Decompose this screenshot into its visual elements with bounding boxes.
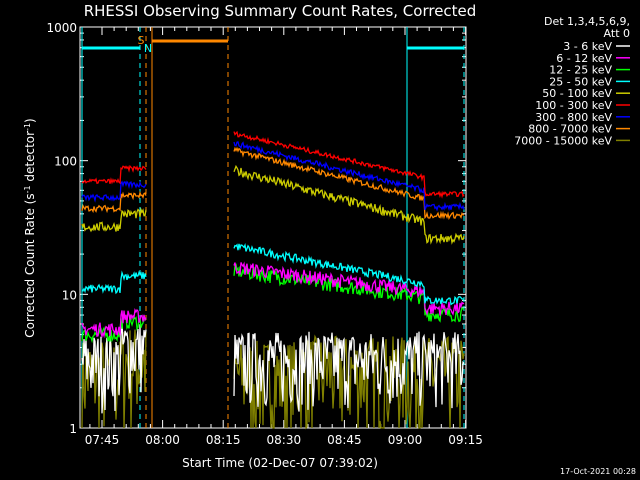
series-trace-segment-1 [81,207,147,233]
series-trace-segment-2 [233,146,465,221]
legend-entry-label: 100 - 300 keV [535,99,612,112]
legend-entry-label: 7000 - 15000 keV [514,134,612,147]
generated-timestamp: 17-Oct-2021 00:28 [560,467,636,476]
legend-entry-label: 50 - 100 keV [542,87,612,100]
y-tick-label: 1 [69,422,77,436]
x-tick-label: 07:45 [85,433,120,447]
legend-entry-label: 800 - 7000 keV [528,123,612,136]
series-trace-segment-2 [233,263,465,323]
x-tick-label: 08:15 [206,433,241,447]
y-tick-label: 100 [54,155,77,169]
saa-label: S [138,34,145,47]
legend-header-line-2: Att 0 [604,27,630,40]
night-label: N [144,42,152,55]
series-trace-segment-2 [233,331,465,412]
series-trace-segment-1 [81,315,147,344]
y-axis-label: Corrected Count Rate (s-1 detector-1) [23,118,38,337]
chart-title: RHESSI Observing Summary Count Rates, Co… [84,2,477,20]
series-trace-segment-1 [81,322,147,414]
legend-entry-label: 6 - 12 keV [556,52,612,65]
legend-entry-label: 12 - 25 keV [549,64,612,77]
x-tick-label: 09:00 [388,433,423,447]
series-trace-segment-2 [233,261,465,317]
series-trace-segment-1 [81,190,147,214]
x-tick-label: 09:15 [448,433,483,447]
y-tick-label: 10 [62,288,77,302]
series-trace-segment-1 [81,307,147,339]
series-trace-segment-1 [81,164,147,185]
x-tick-label: 08:00 [145,433,180,447]
series-trace-segment-2 [233,243,465,306]
series-trace-segment-2 [233,141,465,212]
observation-markers: SN [81,27,465,428]
x-axis-label: Start Time (02-Dec-07 07:39:02) [182,456,378,470]
y-tick-label: 1000 [46,21,77,35]
series-traces [81,130,465,430]
series-trace-segment-1 [81,270,147,295]
series-trace-segment-2 [233,164,465,245]
series-trace-segment-2 [233,130,465,199]
series-trace-segment-1 [81,180,147,203]
legend-header-line-1: Det 1,3,4,5,6,9, [544,15,630,28]
legend-entry-label: 25 - 50 keV [549,75,612,88]
axis-ticks: 07:45 08:00 08:15 08:30 08:45 09:00 09:15 1 10 10… [46,21,482,447]
x-tick-label: 08:45 [327,433,362,447]
legend-entry-label: 300 - 800 keV [535,111,612,124]
x-tick-label: 08:30 [267,433,302,447]
legend-entry-label: 3 - 6 keV [563,40,612,53]
